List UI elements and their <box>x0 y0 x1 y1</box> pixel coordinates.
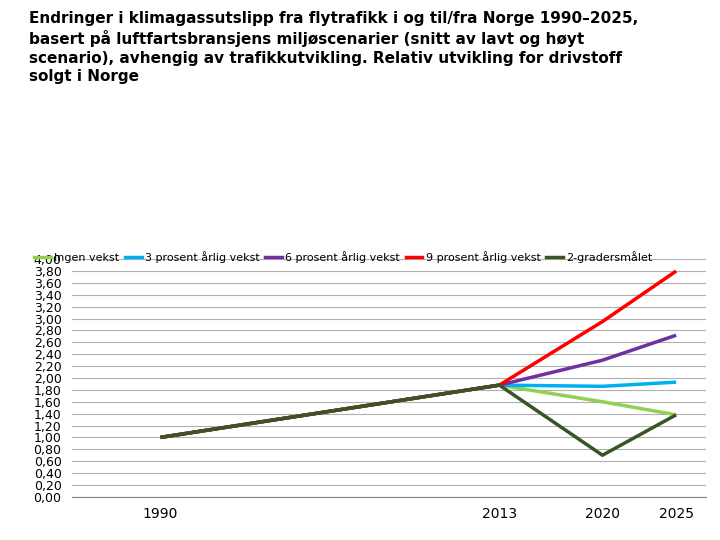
6 prosent årlig vekst <box>156 434 165 441</box>
9 prosent årlig vekst <box>672 268 680 274</box>
9 prosent årlig vekst <box>156 434 165 441</box>
Line: Ingen vekst: Ingen vekst <box>161 385 676 437</box>
Ingen vekst <box>156 434 165 441</box>
Line: 6 prosent årlig vekst: 6 prosent årlig vekst <box>161 335 676 437</box>
3 prosent årlig vekst <box>495 382 503 388</box>
9 prosent årlig vekst <box>495 382 503 388</box>
Ingen vekst <box>672 411 680 418</box>
Line: 9 prosent årlig vekst: 9 prosent årlig vekst <box>161 271 676 437</box>
Line: 3 prosent årlig vekst: 3 prosent årlig vekst <box>161 382 676 437</box>
6 prosent årlig vekst <box>598 357 607 363</box>
2-gradersmålet <box>156 434 165 441</box>
3 prosent årlig vekst <box>672 379 680 386</box>
3 prosent årlig vekst <box>598 383 607 389</box>
6 prosent årlig vekst <box>672 332 680 339</box>
6 prosent årlig vekst <box>495 382 503 388</box>
Ingen vekst <box>495 382 503 388</box>
2-gradersmålet <box>598 452 607 458</box>
3 prosent årlig vekst <box>156 434 165 441</box>
9 prosent årlig vekst <box>598 318 607 325</box>
Legend: Ingen vekst, 3 prosent årlig vekst, 6 prosent årlig vekst, 9 prosent årlig vekst: Ingen vekst, 3 prosent årlig vekst, 6 pr… <box>35 251 652 263</box>
Ingen vekst <box>598 399 607 405</box>
Line: 2-gradersmålet: 2-gradersmålet <box>161 385 676 455</box>
Text: Endringer i klimagassutslipp fra flytrafikk i og til/fra Norge 1990–2025,
basert: Endringer i klimagassutslipp fra flytraf… <box>29 11 638 84</box>
2-gradersmålet <box>672 411 680 418</box>
2-gradersmålet <box>495 382 503 388</box>
